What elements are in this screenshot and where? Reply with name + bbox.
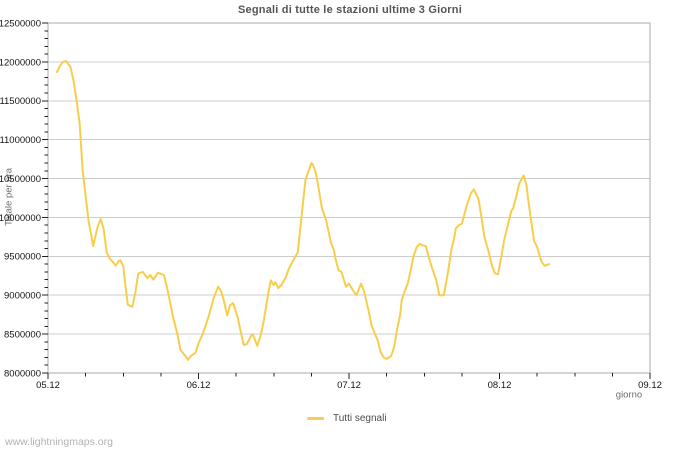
svg-text:11000000: 11000000 [0, 135, 41, 146]
svg-text:06.12: 06.12 [187, 380, 211, 391]
svg-text:10000000: 10000000 [0, 213, 41, 224]
legend: Tutti segnali [307, 411, 387, 425]
svg-text:12500000: 12500000 [0, 18, 41, 29]
x-axis-title: giorno [615, 389, 643, 401]
legend-line-swatch-icon [307, 416, 324, 420]
legend-label: Tutti segnali [333, 412, 387, 424]
svg-text:10500000: 10500000 [0, 174, 41, 185]
svg-text:11500000: 11500000 [0, 96, 41, 107]
svg-text:08.12: 08.12 [488, 380, 512, 391]
svg-text:09.12: 09.12 [638, 380, 662, 391]
svg-text:9000000: 9000000 [4, 291, 41, 302]
svg-text:05.12: 05.12 [36, 380, 60, 391]
svg-text:9500000: 9500000 [4, 252, 41, 263]
chart-title: Segnali di tutte le stazioni ultime 3 Gi… [238, 4, 462, 16]
svg-text:12000000: 12000000 [0, 57, 41, 68]
svg-text:8000000: 8000000 [4, 368, 41, 379]
svg-text:07.12: 07.12 [337, 380, 361, 391]
watermark: www.lightningmaps.org [5, 436, 113, 448]
svg-text:8500000: 8500000 [4, 330, 41, 341]
